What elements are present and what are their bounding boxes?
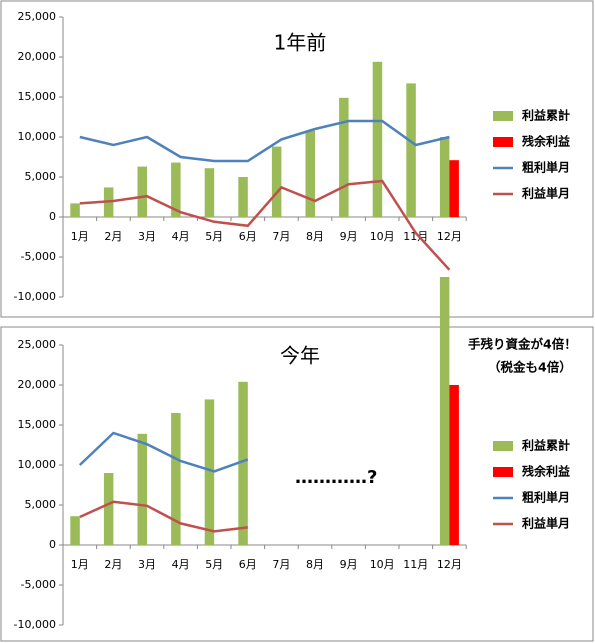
- bar: [204, 168, 215, 217]
- legend-swatch: [493, 467, 513, 477]
- y-tick-label: 10,000: [18, 458, 57, 471]
- x-tick-label: 4月: [172, 558, 190, 571]
- x-tick-label: 11月: [403, 558, 428, 571]
- bar: [137, 166, 147, 217]
- x-tick-label: 3月: [138, 230, 156, 243]
- bar: [103, 473, 114, 545]
- legend-label: 残余利益: [522, 134, 570, 149]
- bar: [70, 516, 80, 545]
- legend-label: 粗利単月: [522, 160, 570, 175]
- y-tick-label: -5,000: [21, 250, 56, 263]
- x-tick-label: 2月: [104, 558, 122, 571]
- bar: [271, 146, 282, 217]
- bar: [305, 130, 315, 217]
- bar: [204, 399, 215, 545]
- legend-label: 残余利益: [522, 464, 570, 479]
- chart-frame: [0, 0, 594, 318]
- bar: [238, 177, 248, 217]
- y-tick-label: 20,000: [18, 378, 57, 391]
- x-tick-label: 1月: [71, 230, 89, 243]
- x-tick-label: 12月: [437, 558, 462, 571]
- chart-frame: [0, 326, 594, 642]
- bar: [171, 162, 181, 217]
- bar: [439, 277, 450, 545]
- y-tick-label: 25,000: [18, 338, 57, 351]
- y-tick-label: 15,000: [18, 418, 57, 431]
- bar: [70, 203, 80, 217]
- x-tick-label: 4月: [172, 230, 190, 243]
- x-tick-label: 8月: [306, 558, 324, 571]
- legend-label: 利益累計: [522, 108, 570, 123]
- x-tick-label: 10月: [370, 558, 395, 571]
- x-tick-label: 2月: [104, 230, 122, 243]
- x-tick-label: 7月: [272, 230, 290, 243]
- legend-swatch: [493, 111, 513, 121]
- x-tick-label: 3月: [138, 558, 156, 571]
- bar: [449, 385, 459, 545]
- x-tick-label: 6月: [239, 230, 257, 243]
- bar: [238, 381, 248, 545]
- line: [79, 500, 248, 533]
- legend-label: 利益単月: [522, 186, 570, 201]
- y-tick-label: -5,000: [21, 578, 56, 591]
- y-tick-label: 0: [49, 210, 56, 223]
- bar: [339, 97, 349, 217]
- legend-swatch: [493, 137, 513, 147]
- x-tick-label: 12月: [437, 230, 462, 243]
- x-tick-label: 8月: [306, 230, 324, 243]
- y-tick-label: -10,000: [14, 290, 56, 303]
- annotation: （税金も4倍）: [488, 360, 572, 375]
- y-tick-label: 5,000: [25, 170, 57, 183]
- y-tick-label: 10,000: [18, 130, 57, 143]
- y-tick-label: 5,000: [25, 498, 57, 511]
- chart-title: 今年: [280, 344, 320, 368]
- x-tick-label: 9月: [340, 230, 358, 243]
- annotation: …………?: [295, 467, 377, 488]
- y-tick-label: 0: [49, 538, 56, 551]
- legend-label: 利益単月: [522, 516, 570, 531]
- line: [79, 119, 450, 163]
- bar: [171, 413, 181, 545]
- x-tick-label: 9月: [340, 558, 358, 571]
- annotation: 手残り資金が4倍！: [468, 337, 577, 352]
- chart-title: 1年前: [274, 31, 327, 55]
- y-tick-label: 25,000: [18, 10, 57, 23]
- line: [79, 179, 451, 271]
- x-tick-label: 5月: [205, 230, 223, 243]
- bar: [439, 137, 450, 217]
- bar: [449, 160, 459, 217]
- bar: [406, 83, 416, 218]
- legend-label: 粗利単月: [522, 490, 570, 505]
- x-tick-label: 1月: [71, 558, 89, 571]
- y-tick-label: -10,000: [14, 618, 56, 631]
- x-tick-label: 5月: [205, 558, 223, 571]
- bar: [372, 61, 383, 217]
- legend-swatch: [493, 441, 513, 451]
- x-tick-label: 6月: [239, 558, 257, 571]
- y-tick-label: 15,000: [18, 90, 57, 103]
- legend-label: 利益累計: [522, 438, 570, 453]
- y-tick-label: 20,000: [18, 50, 57, 63]
- x-tick-label: 7月: [272, 558, 290, 571]
- x-tick-label: 10月: [370, 230, 395, 243]
- line: [78, 431, 249, 473]
- bar: [137, 433, 147, 545]
